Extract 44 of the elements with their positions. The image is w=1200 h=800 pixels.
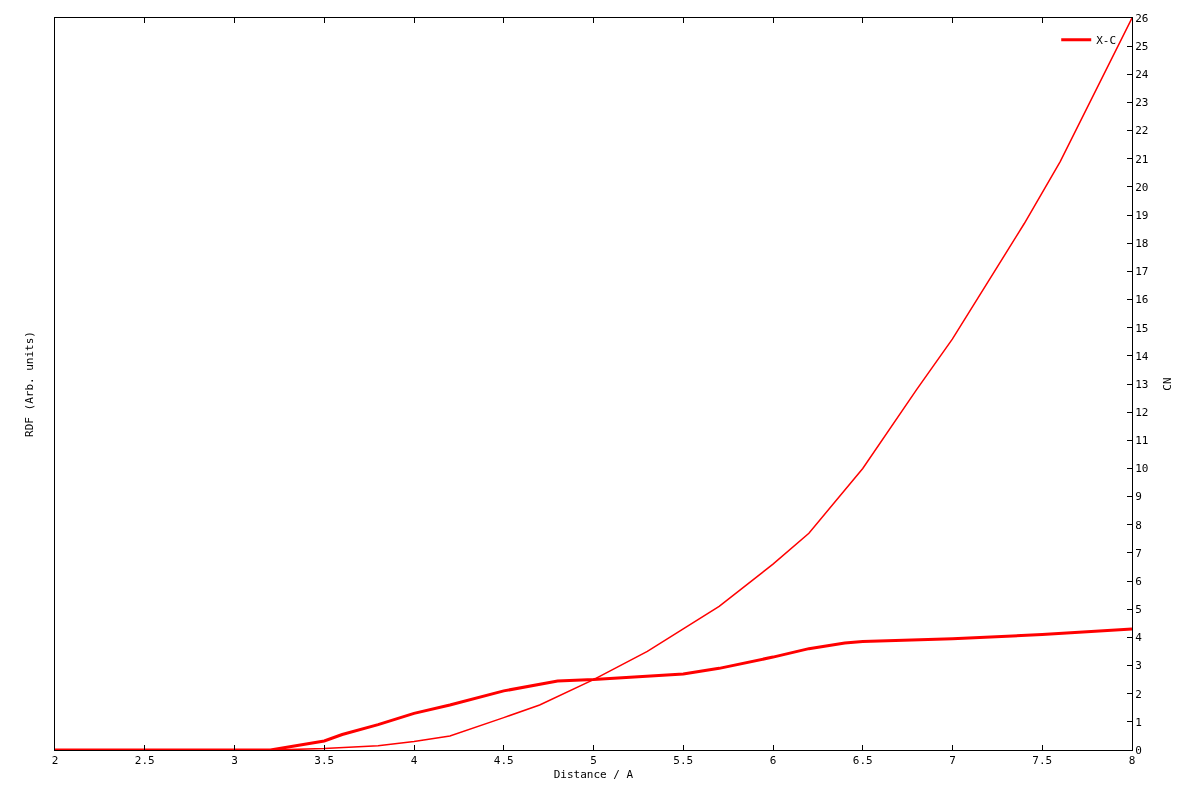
y2-tick-label: 19	[1135, 208, 1149, 222]
y2-tick-label: 0	[1135, 743, 1142, 757]
x-tick-label: 4	[410, 754, 418, 768]
legend-label: X-C	[1096, 34, 1117, 48]
y2-tick-label: 21	[1135, 152, 1149, 166]
y2-tick-label: 1	[1135, 715, 1142, 729]
y2-tick-label: 13	[1135, 377, 1149, 391]
x-tick-label: 3	[231, 754, 238, 768]
y2-tick-label: 12	[1135, 406, 1149, 419]
x-tick-label: 2	[51, 754, 59, 768]
x-tick-label: 3.5	[314, 754, 335, 768]
x-axis-title: Distance / A	[553, 768, 634, 782]
x-tick-label: 5	[590, 754, 597, 768]
y2-tick-label: 16	[1135, 293, 1149, 307]
y2-tick-label: 15	[1135, 321, 1149, 335]
x-tick-label: 4.5	[493, 754, 514, 768]
y2-tick-label: 23	[1135, 96, 1149, 110]
y2-tick-label: 14	[1135, 349, 1149, 363]
x-tick-label: 5.5	[673, 754, 694, 768]
y2-tick-label: 5	[1135, 603, 1142, 617]
y2-tick-label: 8	[1135, 518, 1142, 532]
y2-axis-title: CN	[1161, 377, 1175, 391]
x-tick-label: 8	[1128, 754, 1136, 768]
y2-tick-label: 2	[1135, 687, 1142, 701]
y2-tick-label: 9	[1135, 490, 1142, 504]
y2-tick-label: 25	[1135, 40, 1149, 53]
y2-tick-label: 24	[1135, 68, 1149, 82]
y2-tick-label: 20	[1135, 180, 1149, 194]
y2-tick-label: 3	[1135, 659, 1142, 673]
y2-tick-label: 22	[1135, 124, 1149, 138]
x-tick-label: 7	[949, 754, 956, 768]
x-tick-label: 6	[769, 754, 777, 768]
y2-tick-label: 6	[1135, 574, 1142, 588]
y2-tick-label: 10	[1135, 462, 1149, 476]
y2-tick-label: 4	[1135, 631, 1143, 645]
y-axis-title: RDF (Arb. units)	[23, 331, 37, 437]
y2-tick-label: 11	[1135, 434, 1149, 448]
y2-tick-label: 7	[1135, 546, 1142, 560]
y2-tick-label: 17	[1135, 265, 1149, 279]
x-tick-label: 7.5	[1032, 754, 1053, 768]
x-tick-label: 2.5	[134, 754, 155, 768]
x-tick-label: 6.5	[852, 754, 873, 768]
y2-tick-label: 26	[1135, 11, 1149, 25]
y2-tick-label: 18	[1135, 237, 1149, 251]
